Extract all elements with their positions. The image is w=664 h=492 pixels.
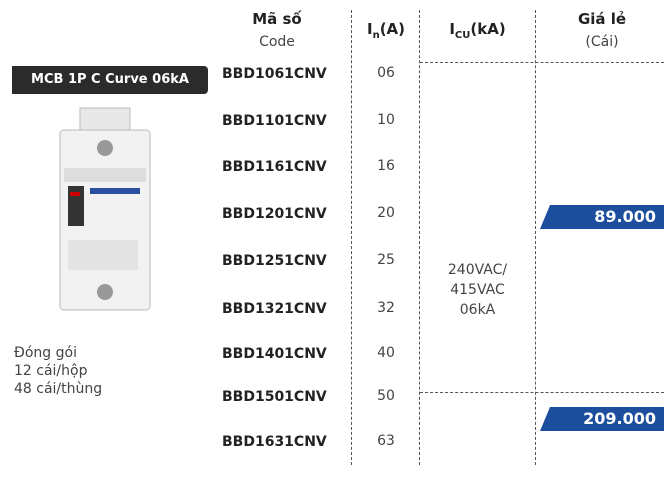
- header-price: Giá lẻ: [577, 10, 627, 28]
- header-icu-main: I: [449, 20, 455, 38]
- header-code-sub: Code: [259, 34, 295, 50]
- divider: [535, 10, 536, 465]
- header-code: Mã số: [252, 10, 302, 28]
- divider: [420, 62, 664, 63]
- rated-current: 63: [377, 433, 395, 449]
- product-code: BBD1101CNV: [222, 113, 327, 129]
- packaging-line: 12 cái/hộp: [14, 363, 88, 379]
- product-badge: MCB 1P C Curve 06kA: [12, 66, 208, 94]
- product-code: BBD1631CNV: [222, 434, 327, 450]
- product-image: [59, 107, 151, 311]
- divider: [420, 392, 664, 393]
- rated-current: 06: [377, 65, 395, 81]
- header-icu-sub: CU: [454, 30, 471, 41]
- product-code: BBD1321CNV: [222, 301, 327, 317]
- rated-current: 50: [377, 388, 395, 404]
- header-in: In(A): [352, 20, 420, 41]
- divider: [419, 10, 420, 465]
- price: 89.000: [540, 205, 664, 229]
- header-in-main: I: [366, 20, 373, 38]
- header-icu: ICU(kA): [420, 20, 535, 41]
- header-icu-unit: (kA): [470, 20, 506, 38]
- rated-current: 32: [377, 300, 395, 316]
- packaging-line: Đóng gói: [14, 345, 77, 361]
- header-price-sub: (Cái): [585, 34, 619, 50]
- breaking-capacity: 415VAC: [450, 282, 505, 298]
- header-in-unit: (A): [379, 20, 406, 38]
- rated-current: 25: [377, 252, 395, 268]
- product-code: BBD1251CNV: [222, 253, 327, 269]
- product-code: BBD1161CNV: [222, 159, 327, 175]
- header-in-sub: n: [372, 30, 380, 41]
- breaking-capacity: 240VAC/: [447, 262, 508, 278]
- rated-current: 10: [377, 112, 395, 128]
- rated-current: 16: [377, 158, 395, 174]
- price: 209.000: [540, 407, 664, 431]
- product-code: BBD1501CNV: [222, 389, 327, 405]
- product-code: BBD1201CNV: [222, 206, 327, 222]
- rated-current: 20: [377, 205, 395, 221]
- product-code: BBD1061CNV: [222, 66, 327, 82]
- product-code: BBD1401CNV: [222, 346, 327, 362]
- breaking-capacity: 06kA: [459, 302, 496, 318]
- rated-current: 40: [377, 345, 395, 361]
- divider: [351, 10, 352, 465]
- packaging-line: 48 cái/thùng: [14, 381, 103, 397]
